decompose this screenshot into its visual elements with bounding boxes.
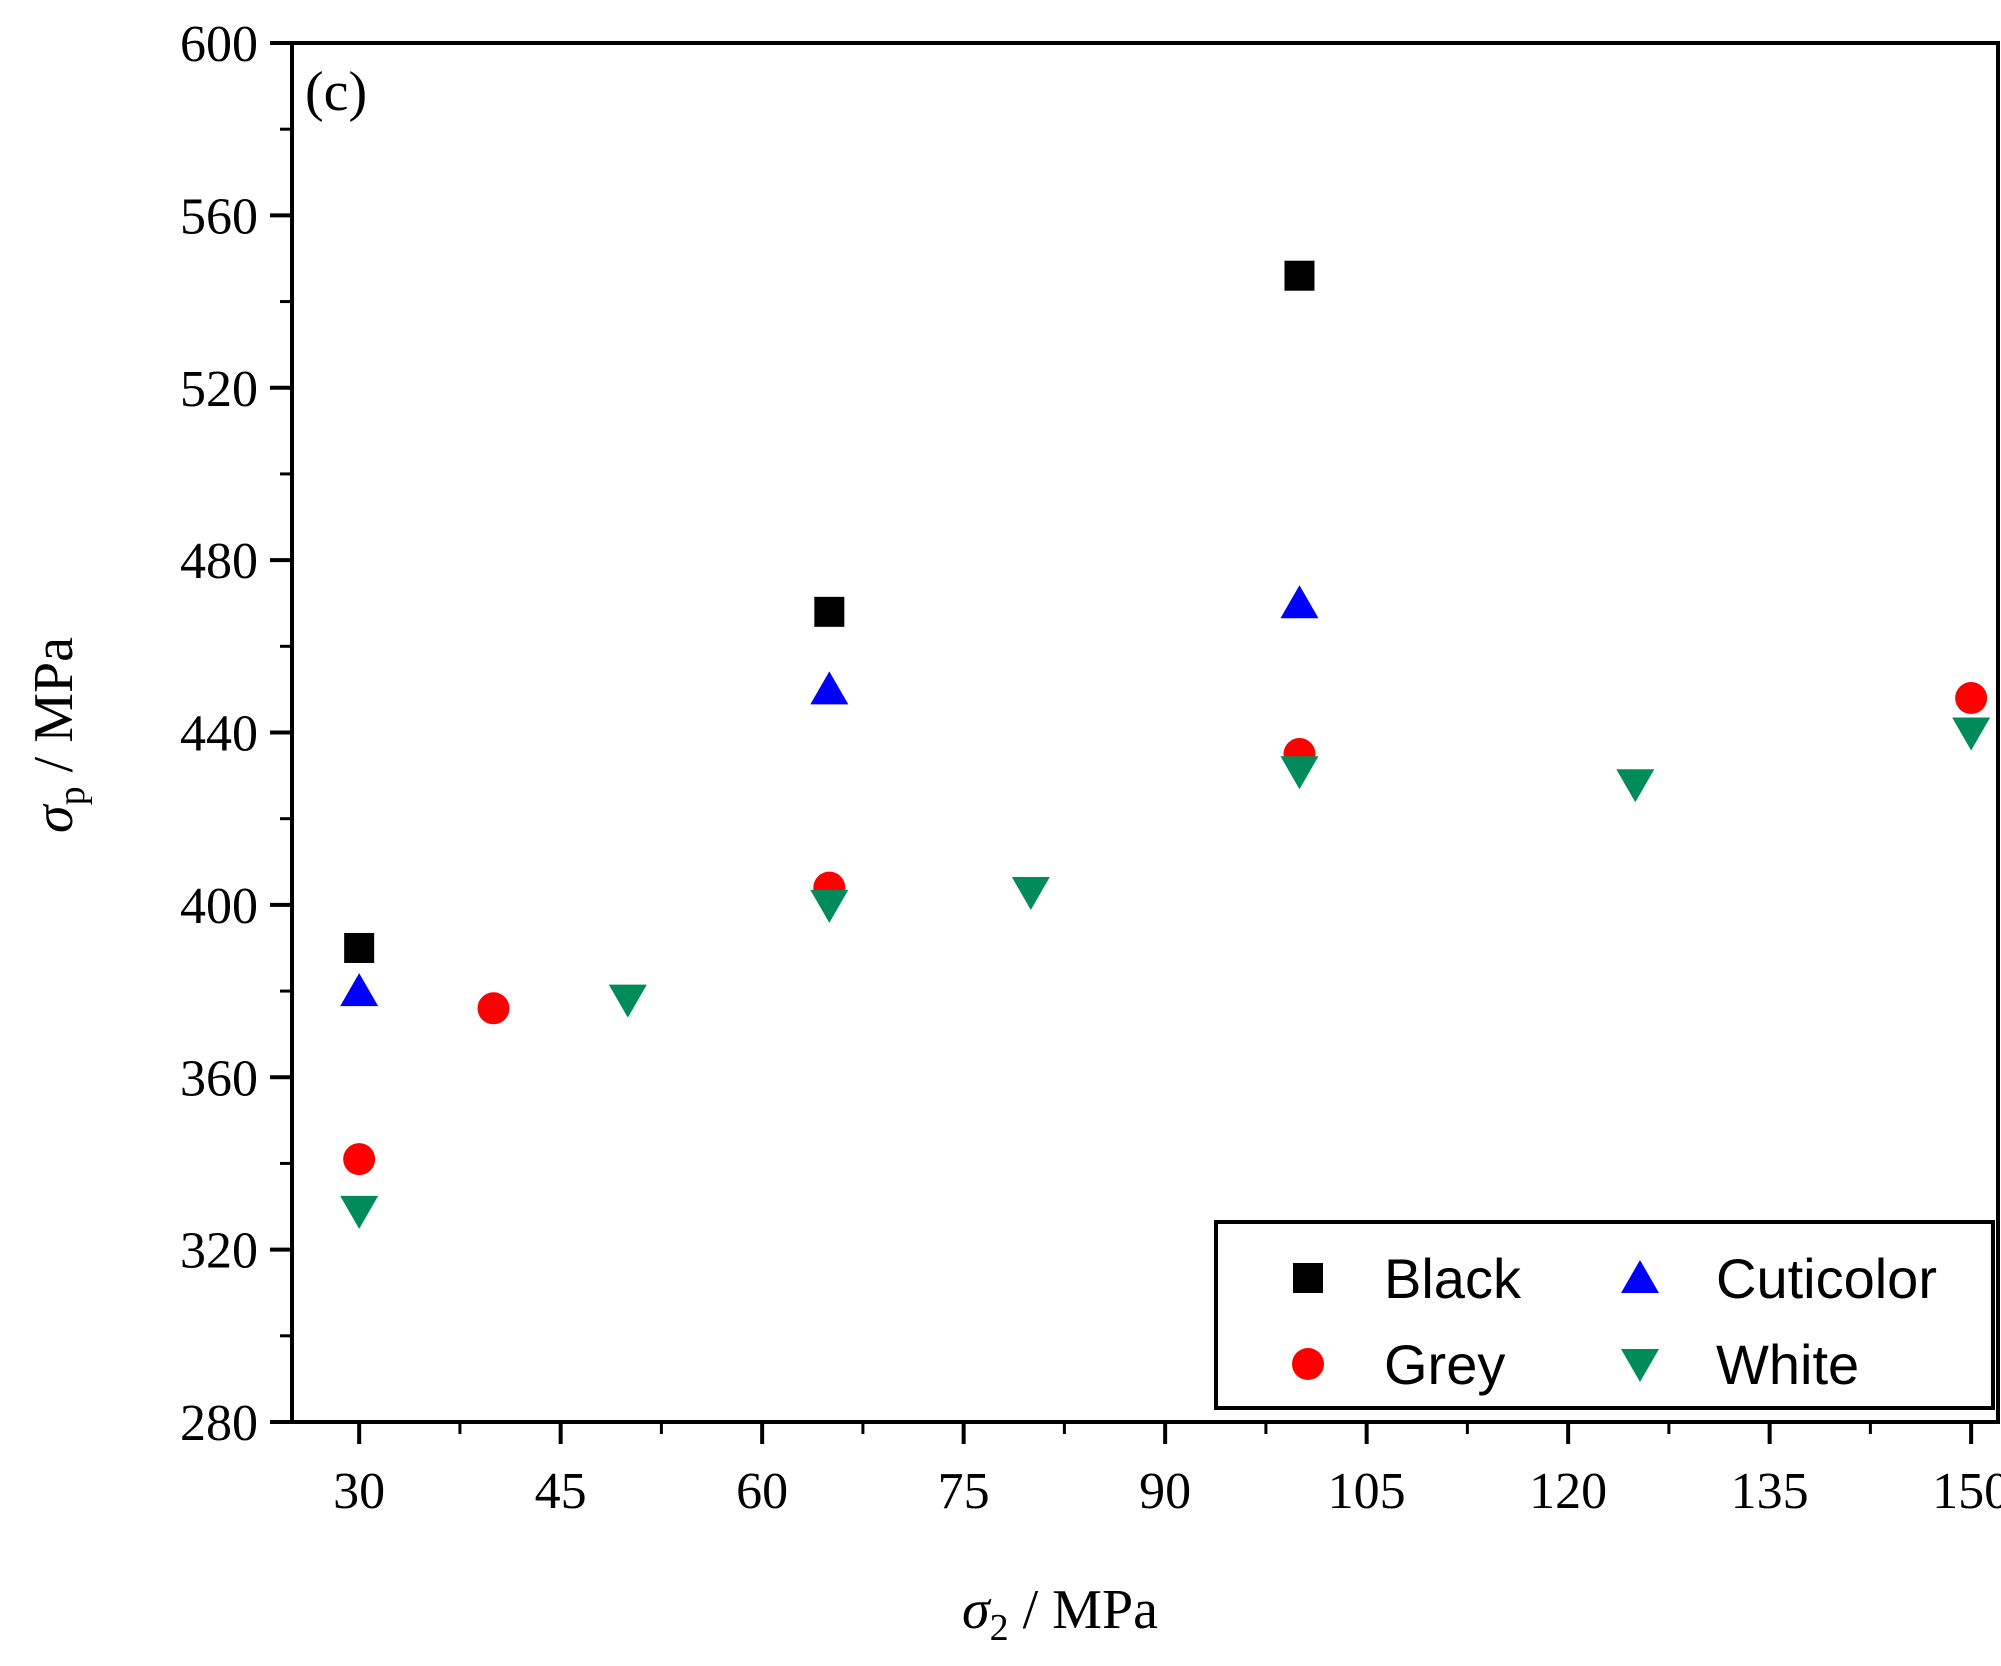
point-white <box>1280 756 1319 790</box>
legend-label-white: White <box>1716 1333 1859 1396</box>
x-tick-label: 60 <box>736 1463 788 1520</box>
x-tick-label: 30 <box>333 1463 385 1520</box>
point-cuticolor <box>340 973 379 1007</box>
point-white <box>1011 876 1050 910</box>
point-white <box>1952 717 1991 751</box>
point-black <box>1284 260 1315 291</box>
x-tick-label: 45 <box>535 1463 587 1520</box>
y-tick-labels: 280 320 360 400 440 480 520 560 600 <box>180 16 258 1452</box>
x-axis-unit: / MPa <box>1009 1579 1158 1641</box>
point-black <box>344 932 375 963</box>
y-tick-label: 320 <box>180 1223 258 1280</box>
x-tick-label: 120 <box>1529 1463 1607 1520</box>
legend: Black Cuticolor Grey White <box>1214 1220 1995 1410</box>
point-white <box>608 984 647 1018</box>
y-axis-unit: / MPa <box>23 637 85 786</box>
y-axis-title: σp / MPa <box>23 637 93 833</box>
y-axis-subscript: p <box>51 786 93 805</box>
legend-label-black: Black <box>1384 1247 1522 1310</box>
point-black <box>814 596 845 627</box>
panel-label: (c) <box>305 61 367 123</box>
x-axis-subscript: 2 <box>990 1607 1009 1649</box>
y-axis-symbol: σ <box>23 803 85 833</box>
y-tick-label: 480 <box>180 533 258 590</box>
point-cuticolor <box>1280 585 1319 619</box>
y-tick-label: 520 <box>180 361 258 418</box>
plot-frame <box>290 41 2000 1424</box>
y-tick-label: 560 <box>180 188 258 245</box>
legend-label-cuticolor: Cuticolor <box>1716 1247 1937 1310</box>
series-cuticolor <box>340 585 1319 1007</box>
point-white <box>340 1195 379 1229</box>
y-tick-label: 360 <box>180 1050 258 1107</box>
x-tick-label: 105 <box>1328 1463 1406 1520</box>
series-black <box>344 260 1315 963</box>
legend-label-grey: Grey <box>1384 1333 1505 1396</box>
y-tick-label: 440 <box>180 706 258 763</box>
point-grey <box>343 1143 376 1176</box>
point-cuticolor <box>810 671 849 705</box>
point-white <box>810 889 849 923</box>
y-tick-label: 600 <box>180 16 258 73</box>
legend-items: Black Cuticolor Grey White <box>1292 1247 1937 1396</box>
point-grey <box>1955 682 1988 715</box>
data-points <box>340 260 1991 1229</box>
legend-marker-cuticolor <box>1621 1260 1659 1293</box>
point-white <box>1616 769 1655 803</box>
x-tick-label: 150 <box>1932 1463 2001 1520</box>
x-axis-symbol: σ <box>962 1579 992 1641</box>
y-tick-label: 280 <box>180 1395 258 1452</box>
legend-marker-grey <box>1292 1348 1324 1380</box>
x-tick-label: 135 <box>1731 1463 1809 1520</box>
x-tick-labels: 30 45 60 75 90 105 120 135 150 <box>333 1463 2001 1520</box>
legend-marker-black <box>1293 1263 1323 1293</box>
series-grey <box>343 682 1988 1176</box>
x-tick-label: 90 <box>1139 1463 1191 1520</box>
x-axis-title: σ2 / MPa <box>962 1579 1158 1649</box>
legend-box <box>1214 1220 1995 1410</box>
point-grey <box>477 992 510 1025</box>
series-white <box>340 717 1991 1229</box>
x-tick-label: 75 <box>938 1463 990 1520</box>
y-tick-label: 400 <box>180 878 258 935</box>
legend-marker-white <box>1621 1349 1659 1382</box>
